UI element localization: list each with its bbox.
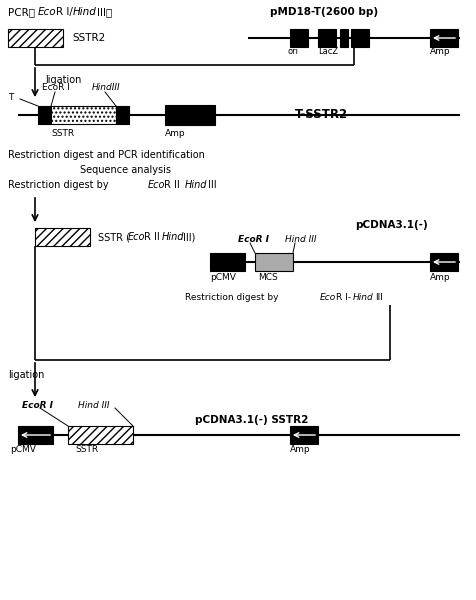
Text: pCDNA3.1(-): pCDNA3.1(-) [354, 220, 427, 230]
Text: EcoR I: EcoR I [238, 235, 268, 245]
Text: Eco: Eco [38, 7, 57, 17]
Text: T-SSTR2: T-SSTR2 [294, 109, 347, 121]
Text: EcoR I: EcoR I [22, 401, 53, 409]
Text: Eco: Eco [148, 180, 165, 190]
Bar [289, 29, 307, 47]
Text: EcoR I: EcoR I [42, 83, 69, 92]
Bar [8, 29, 63, 47]
Text: MCS: MCS [258, 274, 277, 283]
Text: R I-: R I- [335, 293, 350, 302]
Text: Sequence analysis: Sequence analysis [80, 165, 170, 175]
Text: Hind: Hind [162, 232, 184, 242]
Text: SSTR2: SSTR2 [72, 33, 105, 43]
Bar [35, 228, 90, 246]
Text: Restriction digest by: Restriction digest by [185, 293, 281, 302]
Text: III）: III） [97, 7, 112, 17]
Text: Eco: Eco [128, 232, 145, 242]
Bar [339, 29, 347, 47]
Text: Amp: Amp [165, 128, 185, 137]
Text: pCMV: pCMV [209, 274, 235, 283]
Bar [255, 253, 292, 271]
Text: Amp: Amp [429, 274, 450, 283]
Text: Hind: Hind [73, 7, 97, 17]
Text: R I/: R I/ [56, 7, 73, 17]
Bar [18, 426, 53, 444]
Bar [38, 106, 51, 124]
Text: SSTR: SSTR [51, 128, 74, 137]
Text: PCR（: PCR（ [8, 7, 35, 17]
Bar [429, 29, 457, 47]
Text: Amp: Amp [289, 445, 310, 455]
Text: pCDNA3.1(-) SSTR2: pCDNA3.1(-) SSTR2 [195, 415, 307, 425]
Text: Hind: Hind [185, 180, 207, 190]
Text: pMD18-T(2600 bp): pMD18-T(2600 bp) [269, 7, 377, 17]
Text: Eco: Eco [319, 293, 336, 302]
Text: Amp: Amp [429, 47, 450, 56]
Text: pCMV: pCMV [10, 445, 36, 455]
Text: Restriction digest and PCR identification: Restriction digest and PCR identificatio… [8, 150, 205, 160]
Text: III: III [374, 293, 382, 302]
Text: R II: R II [164, 180, 179, 190]
Bar [68, 426, 133, 444]
Bar [116, 106, 129, 124]
Text: ligation: ligation [8, 370, 44, 380]
Text: T: T [8, 92, 13, 101]
Text: SSTR: SSTR [75, 445, 98, 455]
Bar [317, 29, 335, 47]
Bar [209, 253, 245, 271]
Bar [165, 105, 215, 125]
Text: HindIII: HindIII [92, 83, 120, 92]
Text: III: III [208, 180, 216, 190]
Bar [429, 253, 457, 271]
Text: Hind III: Hind III [284, 235, 316, 245]
Text: Restriction digest by: Restriction digest by [8, 180, 111, 190]
Text: Hind: Hind [352, 293, 373, 302]
Text: ori: ori [288, 47, 298, 56]
Text: ligation: ligation [45, 75, 81, 85]
Bar [350, 29, 368, 47]
Text: LacZ: LacZ [317, 47, 337, 56]
Bar [51, 106, 116, 124]
Text: SSTR (: SSTR ( [98, 232, 130, 242]
Bar [289, 426, 317, 444]
Text: III): III) [183, 232, 195, 242]
Text: Hind III: Hind III [78, 401, 109, 409]
Text: R II: R II [144, 232, 159, 242]
